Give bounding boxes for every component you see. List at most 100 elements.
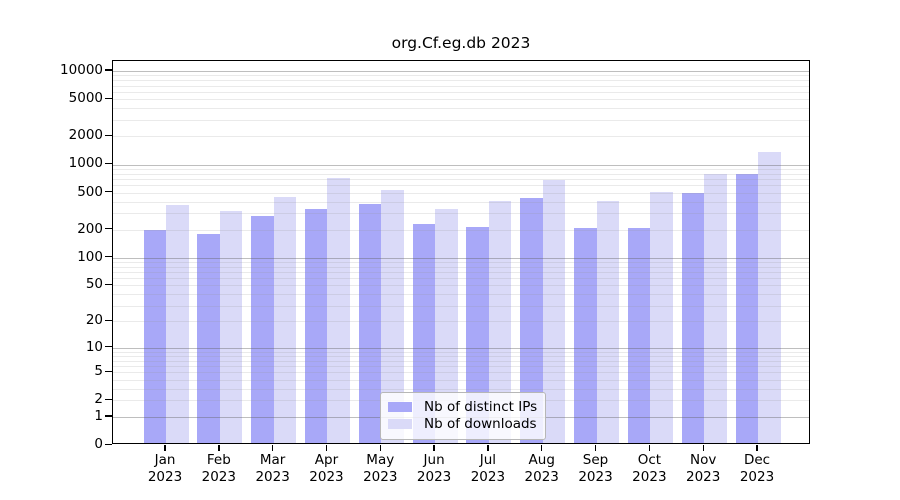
x-tick-label: Jun 2023 bbox=[416, 452, 452, 485]
chart-title: org.Cf.eg.db 2023 bbox=[391, 34, 531, 52]
x-tick-label: Feb 2023 bbox=[201, 452, 236, 485]
y-tick-label: 0 bbox=[94, 436, 103, 452]
bar-downloads-sep-2023 bbox=[596, 201, 620, 443]
minor-gridline bbox=[113, 108, 809, 110]
y-tick-label: 5 bbox=[94, 363, 103, 380]
bar-distinct-ips-jan-2023 bbox=[143, 229, 166, 443]
x-tick-mark bbox=[487, 445, 489, 451]
x-tick-mark bbox=[541, 445, 543, 451]
major-gridline bbox=[113, 257, 809, 259]
bar-downloads-jun-2023 bbox=[435, 208, 458, 443]
minor-gridline bbox=[113, 201, 809, 203]
y-tick-mark bbox=[105, 370, 112, 373]
y-tick-mark bbox=[105, 346, 112, 348]
bar-downloads-feb-2023 bbox=[219, 211, 243, 443]
y-tick-mark bbox=[105, 319, 112, 322]
y-tick-label: 100 bbox=[77, 248, 103, 265]
bar-downloads-oct-2023 bbox=[650, 192, 673, 443]
bar-downloads-jan-2023 bbox=[166, 205, 189, 443]
major-gridline bbox=[113, 347, 809, 349]
x-tick-mark bbox=[272, 445, 274, 451]
x-tick-mark bbox=[756, 445, 758, 451]
minor-gridline bbox=[113, 266, 809, 268]
x-tick-mark bbox=[218, 445, 220, 451]
y-tick-label: 2000 bbox=[68, 127, 103, 144]
minor-gridline bbox=[113, 168, 809, 170]
y-tick-mark bbox=[105, 256, 112, 258]
y-tick-label: 10 bbox=[85, 338, 103, 355]
x-tick-label: Jul 2023 bbox=[470, 452, 506, 485]
minor-gridline bbox=[113, 261, 809, 263]
y-tick-label: 1000 bbox=[68, 155, 103, 172]
major-gridline bbox=[113, 164, 809, 166]
y-tick-mark bbox=[105, 97, 112, 99]
y-tick-label: 500 bbox=[77, 183, 103, 200]
minor-gridline bbox=[113, 85, 809, 87]
bar-downloads-dec-2023 bbox=[758, 152, 781, 443]
legend-swatch-downloads bbox=[388, 419, 412, 429]
major-gridline bbox=[113, 71, 809, 72]
bar-downloads-aug-2023 bbox=[542, 179, 566, 443]
bar-distinct-ips-feb-2023 bbox=[197, 234, 220, 443]
minor-gridline bbox=[113, 294, 809, 296]
legend-item-distinct-ips: Nb of distinct IPs bbox=[388, 399, 537, 415]
x-tick-mark bbox=[648, 445, 651, 451]
bar-downloads-may-2023 bbox=[381, 189, 404, 443]
y-tick-label: 5000 bbox=[68, 90, 103, 107]
minor-gridline bbox=[113, 372, 809, 374]
minor-gridline bbox=[113, 351, 809, 353]
y-tick-mark bbox=[105, 415, 112, 417]
y-tick-label: 1 bbox=[94, 407, 103, 424]
y-tick-mark bbox=[105, 162, 112, 165]
y-tick-mark bbox=[105, 443, 112, 445]
bars-layer bbox=[113, 61, 809, 443]
y-tick-mark bbox=[105, 191, 112, 193]
minor-gridline bbox=[113, 355, 809, 357]
y-tick-label: 20 bbox=[85, 312, 103, 329]
minor-gridline bbox=[113, 185, 809, 187]
x-tick-label: Apr 2023 bbox=[309, 452, 344, 485]
minor-gridline bbox=[113, 366, 809, 367]
minor-gridline bbox=[113, 278, 809, 280]
x-tick-mark bbox=[164, 445, 166, 451]
y-tick-mark bbox=[105, 228, 112, 230]
bar-distinct-ips-sep-2023 bbox=[574, 227, 597, 443]
x-tick-mark bbox=[433, 445, 435, 451]
minor-gridline bbox=[113, 360, 809, 362]
minor-gridline bbox=[113, 80, 809, 82]
bar-distinct-ips-may-2023 bbox=[358, 204, 382, 443]
y-tick-mark bbox=[105, 69, 112, 71]
x-tick-label: Sep 2023 bbox=[578, 452, 613, 485]
x-tick-mark bbox=[594, 445, 597, 451]
bar-distinct-ips-apr-2023 bbox=[304, 209, 328, 443]
minor-gridline bbox=[113, 229, 809, 231]
bar-downloads-apr-2023 bbox=[327, 178, 350, 443]
legend: Nb of distinct IPs Nb of downloads bbox=[380, 392, 546, 440]
minor-gridline bbox=[113, 379, 809, 381]
x-tick-label: Oct 2023 bbox=[632, 452, 667, 485]
y-tick-label: 50 bbox=[85, 276, 103, 293]
y-tick-label: 2 bbox=[94, 391, 103, 408]
x-tick-label: Aug 2023 bbox=[524, 452, 559, 485]
minor-gridline bbox=[113, 285, 809, 287]
x-tick-mark bbox=[379, 445, 381, 451]
x-tick-mark bbox=[325, 445, 328, 451]
minor-gridline bbox=[113, 178, 809, 180]
legend-swatch-distinct-ips bbox=[388, 402, 412, 412]
grid-layer bbox=[113, 61, 809, 443]
y-tick-label: 200 bbox=[77, 220, 103, 237]
legend-label-downloads: Nb of downloads bbox=[424, 416, 537, 432]
bar-distinct-ips-jul-2023 bbox=[466, 226, 489, 443]
bar-distinct-ips-jun-2023 bbox=[412, 223, 436, 443]
x-tick-label: Nov 2023 bbox=[685, 452, 721, 485]
x-tick-label: Jan 2023 bbox=[147, 452, 183, 485]
x-tick-mark bbox=[702, 445, 704, 451]
plot-area bbox=[112, 60, 810, 444]
minor-gridline bbox=[113, 119, 809, 121]
x-tick-label: Dec 2023 bbox=[739, 452, 775, 485]
minor-gridline bbox=[113, 173, 809, 175]
y-tick-mark bbox=[105, 283, 112, 286]
x-tick-label: May 2023 bbox=[363, 452, 398, 485]
bar-distinct-ips-mar-2023 bbox=[251, 215, 274, 443]
